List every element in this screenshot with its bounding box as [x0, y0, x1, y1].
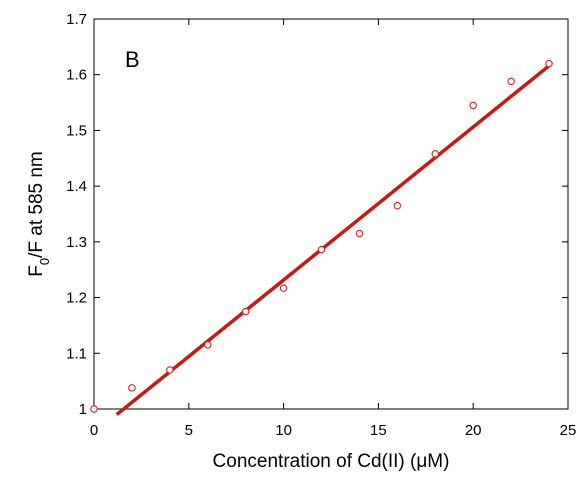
y-tick-label: 1.7: [66, 11, 87, 28]
panel-label: B: [125, 47, 140, 72]
x-tick-label: 25: [560, 422, 577, 439]
plot-area-frame: [93, 18, 569, 410]
data-point: [393, 201, 402, 210]
linear-fit-line: [115, 64, 551, 416]
data-point: [545, 59, 553, 68]
y-tick-labels: 1 1.1 1.2 1.3 1.4 1.5 1.6 1.7: [66, 11, 87, 418]
data-point: [204, 341, 212, 349]
data-point: [355, 229, 364, 238]
data-point: [279, 284, 288, 292]
x-axis-title: Concentration of Cd(II) (μM): [213, 451, 450, 472]
y-tick-label: 1.3: [66, 234, 87, 251]
y-axis-title: F0/F at 585 nm: [26, 151, 52, 277]
data-point: [90, 405, 98, 413]
y-tick-label: 1.6: [66, 67, 87, 84]
x-tick-label: 5: [185, 422, 193, 439]
y-axis-title-rest: /F at 585 nm: [26, 151, 47, 258]
y-axis-title-main: F: [26, 265, 47, 277]
y-tick-label: 1.1: [66, 345, 87, 362]
y-axis-title-subscript: 0: [37, 258, 52, 265]
x-tick-labels: 0 5 10 15 20 25: [90, 422, 577, 439]
y-tick-label: 1.4: [66, 178, 87, 195]
data-point: [128, 384, 136, 392]
fit-line-group: [115, 64, 551, 416]
y-tick-label: 1: [79, 401, 87, 418]
data-points: [90, 59, 553, 413]
data-point: [469, 101, 477, 110]
data-point: [241, 307, 250, 316]
data-point: [166, 366, 174, 374]
y-tick-label: 1.5: [66, 122, 87, 139]
y-tick-label: 1.2: [66, 290, 87, 307]
x-tick-label: 0: [90, 422, 98, 439]
x-tick-label: 15: [370, 422, 387, 439]
axis-ticks: [93, 18, 569, 410]
data-point: [317, 245, 326, 254]
data-point: [431, 150, 440, 158]
x-tick-label: 10: [275, 422, 292, 439]
x-tick-label: 20: [465, 422, 482, 439]
data-point: [507, 77, 515, 86]
